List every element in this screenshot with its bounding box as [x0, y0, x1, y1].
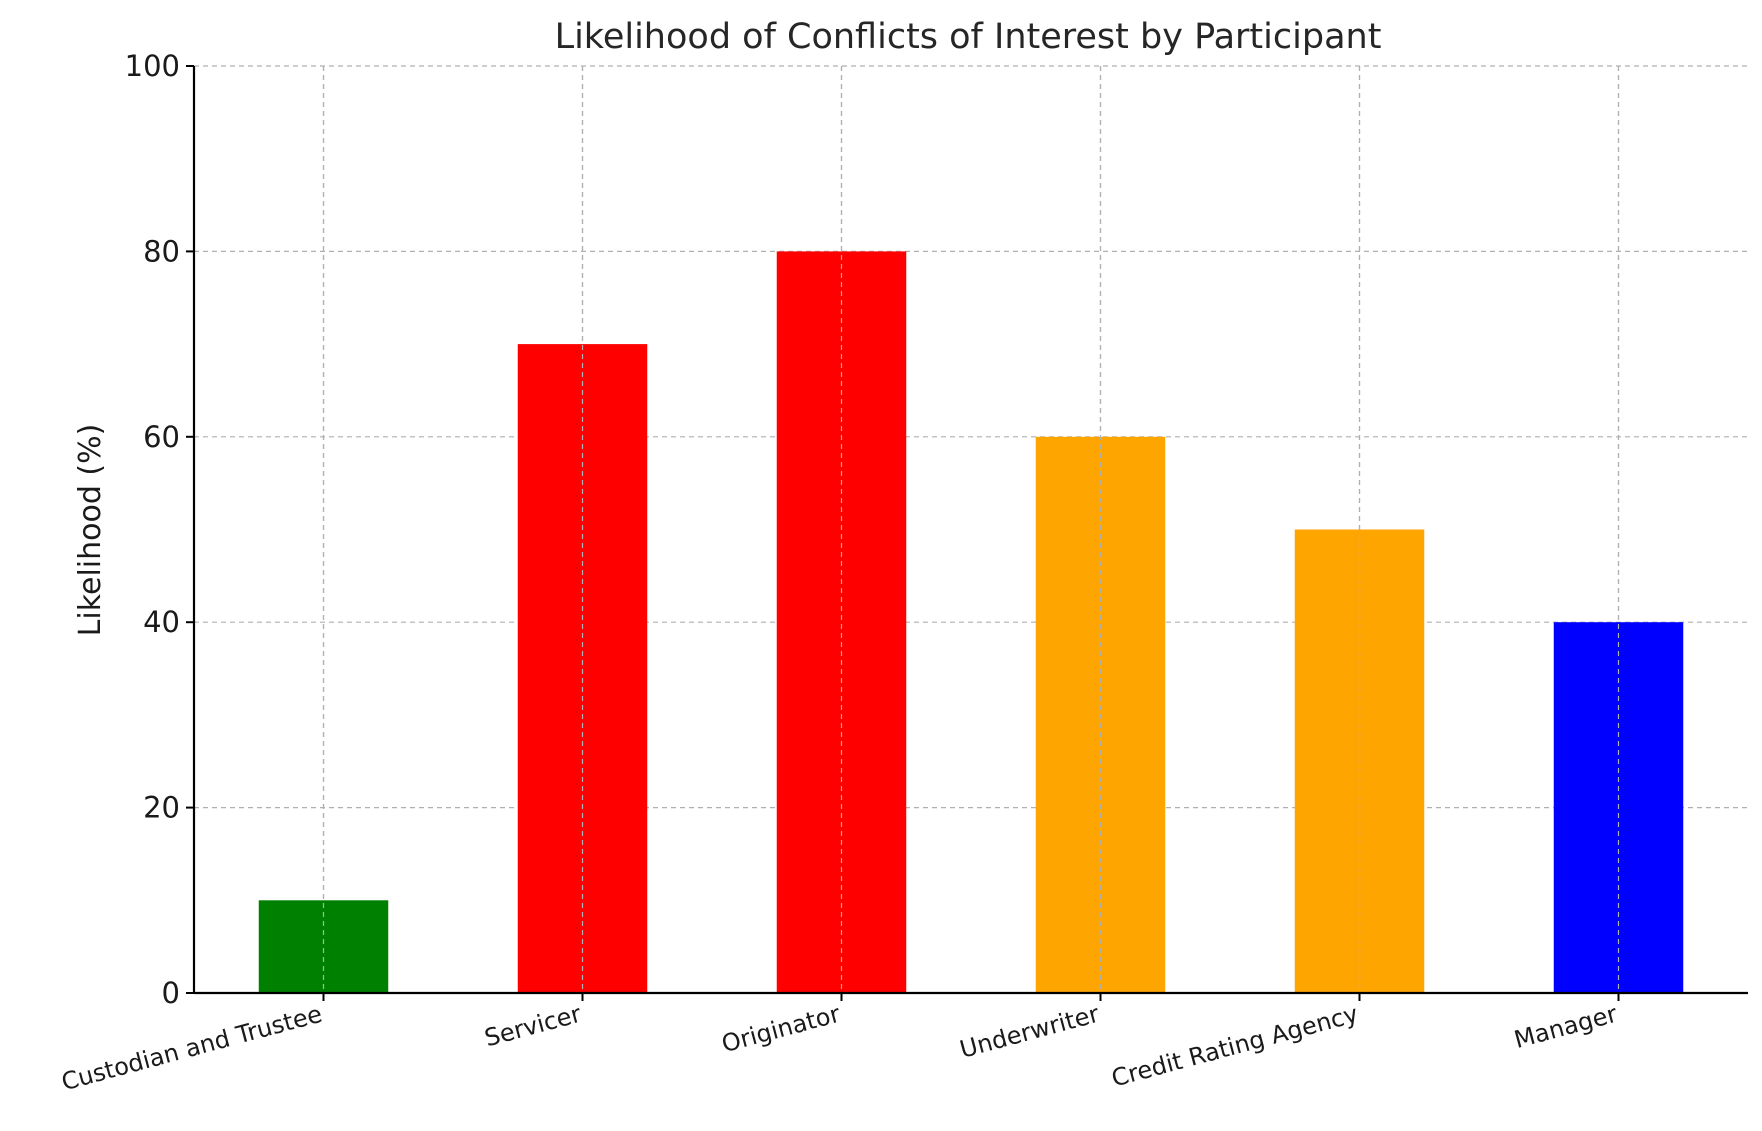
x-tick-label: Underwriter: [957, 1000, 1102, 1064]
y-tick-label: 60: [143, 420, 180, 454]
y-tick-label: 20: [143, 791, 180, 825]
y-axis-title: Likelihood (%): [73, 424, 108, 637]
y-tick-label: 40: [143, 605, 180, 639]
x-tick-label: Manager: [1511, 1000, 1620, 1054]
bar-originator: [776, 251, 907, 993]
y-tick-label: 100: [125, 49, 180, 83]
chart-title: Likelihood of Conflicts of Interest by P…: [555, 17, 1382, 57]
axis-layer: [186, 65, 1748, 1001]
x-tick-label: Credit Rating Agency: [1109, 1000, 1361, 1093]
y-tick-label: 0: [162, 976, 180, 1010]
x-tick-label: Servicer: [482, 1000, 585, 1053]
x-tick-label: Custodian and Trustee: [59, 1000, 326, 1097]
bar-layer: [258, 66, 1684, 994]
x-tick-label: Originator: [719, 1000, 843, 1058]
grid-layer: [194, 65, 1748, 994]
y-tick-label: 80: [143, 234, 180, 268]
bar-servicer: [517, 344, 648, 994]
